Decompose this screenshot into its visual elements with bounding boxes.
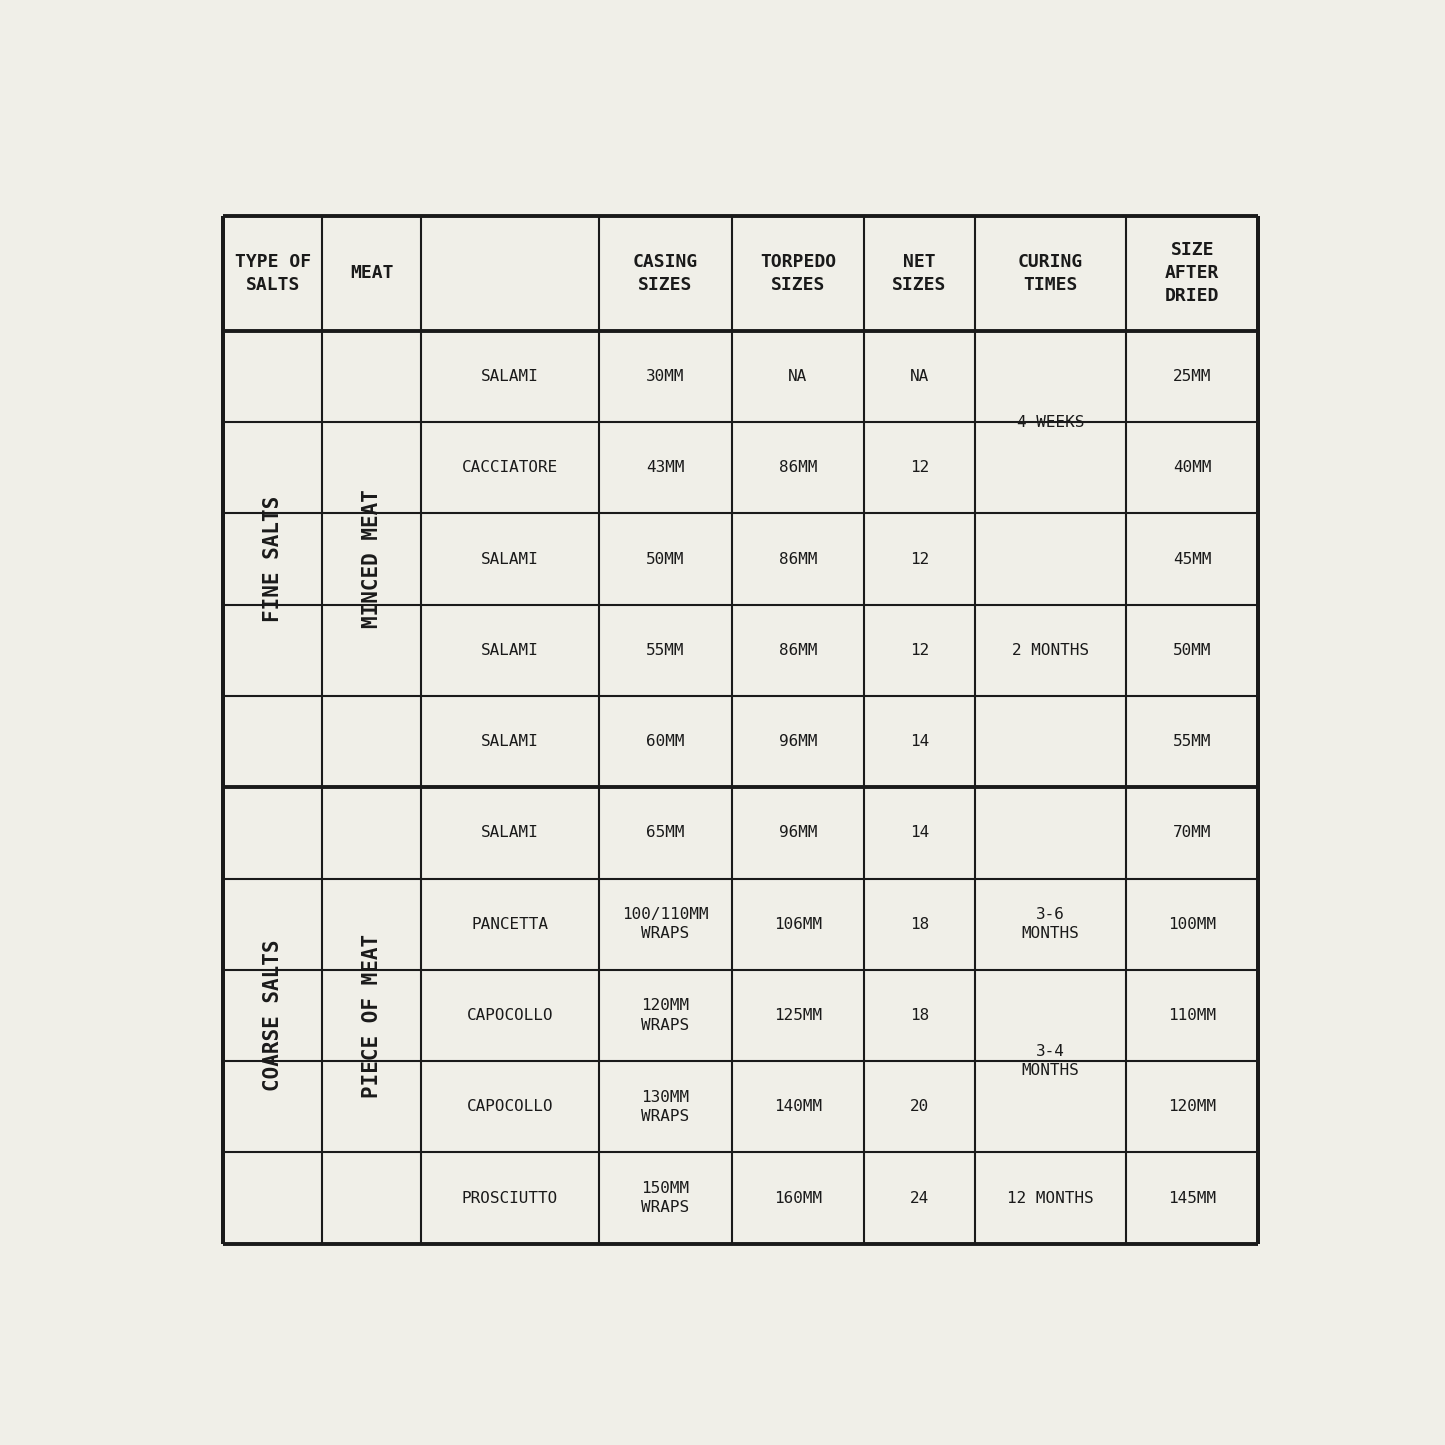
Text: 20: 20 — [910, 1100, 929, 1114]
Text: NA: NA — [789, 368, 808, 384]
Text: 110MM: 110MM — [1168, 1009, 1217, 1023]
Text: 3-4
MONTHS: 3-4 MONTHS — [1022, 1045, 1079, 1078]
Text: 65MM: 65MM — [646, 825, 685, 841]
Text: 12: 12 — [910, 552, 929, 566]
Text: SALAMI: SALAMI — [481, 734, 539, 749]
Text: 125MM: 125MM — [775, 1009, 822, 1023]
Text: MINCED MEAT: MINCED MEAT — [361, 490, 381, 629]
Text: TORPEDO
SIZES: TORPEDO SIZES — [760, 253, 837, 293]
Text: 12: 12 — [910, 643, 929, 657]
Text: 12 MONTHS: 12 MONTHS — [1007, 1191, 1094, 1205]
Text: 55MM: 55MM — [1173, 734, 1211, 749]
Text: SALAMI: SALAMI — [481, 552, 539, 566]
Text: SALAMI: SALAMI — [481, 825, 539, 841]
Text: CACCIATORE: CACCIATORE — [462, 461, 558, 475]
Text: 14: 14 — [910, 734, 929, 749]
Text: PIECE OF MEAT: PIECE OF MEAT — [361, 933, 381, 1098]
Text: 145MM: 145MM — [1168, 1191, 1217, 1205]
Text: 12: 12 — [910, 461, 929, 475]
Text: 100/110MM
WRAPS: 100/110MM WRAPS — [621, 907, 708, 941]
Text: CAPOCOLLO: CAPOCOLLO — [467, 1009, 553, 1023]
Text: 130MM
WRAPS: 130MM WRAPS — [642, 1090, 689, 1124]
Text: 86MM: 86MM — [779, 461, 818, 475]
Text: 150MM
WRAPS: 150MM WRAPS — [642, 1181, 689, 1215]
Text: 160MM: 160MM — [775, 1191, 822, 1205]
Text: 25MM: 25MM — [1173, 368, 1211, 384]
Text: 100MM: 100MM — [1168, 916, 1217, 932]
Text: 60MM: 60MM — [646, 734, 685, 749]
Text: 50MM: 50MM — [1173, 643, 1211, 657]
Text: 86MM: 86MM — [779, 552, 818, 566]
Text: CASING
SIZES: CASING SIZES — [633, 253, 698, 293]
Text: MEAT: MEAT — [350, 264, 393, 282]
Text: 45MM: 45MM — [1173, 552, 1211, 566]
Text: TYPE OF
SALTS: TYPE OF SALTS — [234, 253, 311, 293]
Text: CAPOCOLLO: CAPOCOLLO — [467, 1100, 553, 1114]
Text: 3-6
MONTHS: 3-6 MONTHS — [1022, 907, 1079, 941]
Text: 106MM: 106MM — [775, 916, 822, 932]
Text: 96MM: 96MM — [779, 825, 818, 841]
Text: 18: 18 — [910, 1009, 929, 1023]
Text: 120MM
WRAPS: 120MM WRAPS — [642, 998, 689, 1033]
Text: 2 MONTHS: 2 MONTHS — [1011, 643, 1090, 657]
Text: 18: 18 — [910, 916, 929, 932]
Text: 4 WEEKS: 4 WEEKS — [1017, 415, 1084, 429]
Text: NA: NA — [910, 368, 929, 384]
Text: PROSCIUTTO: PROSCIUTTO — [462, 1191, 558, 1205]
Text: NET
SIZES: NET SIZES — [892, 253, 946, 293]
Text: 120MM: 120MM — [1168, 1100, 1217, 1114]
Text: CURING
TIMES: CURING TIMES — [1017, 253, 1084, 293]
Text: SALAMI: SALAMI — [481, 643, 539, 657]
Text: 30MM: 30MM — [646, 368, 685, 384]
Text: 43MM: 43MM — [646, 461, 685, 475]
Text: 96MM: 96MM — [779, 734, 818, 749]
Text: COARSE SALTS: COARSE SALTS — [263, 939, 283, 1091]
Text: PANCETTA: PANCETTA — [471, 916, 549, 932]
Text: 24: 24 — [910, 1191, 929, 1205]
Text: 86MM: 86MM — [779, 643, 818, 657]
Text: 140MM: 140MM — [775, 1100, 822, 1114]
Text: 50MM: 50MM — [646, 552, 685, 566]
Text: 55MM: 55MM — [646, 643, 685, 657]
Text: SIZE
AFTER
DRIED: SIZE AFTER DRIED — [1165, 241, 1220, 305]
Text: SALAMI: SALAMI — [481, 368, 539, 384]
Text: 40MM: 40MM — [1173, 461, 1211, 475]
Text: 70MM: 70MM — [1173, 825, 1211, 841]
Text: 14: 14 — [910, 825, 929, 841]
Text: FINE SALTS: FINE SALTS — [263, 496, 283, 623]
